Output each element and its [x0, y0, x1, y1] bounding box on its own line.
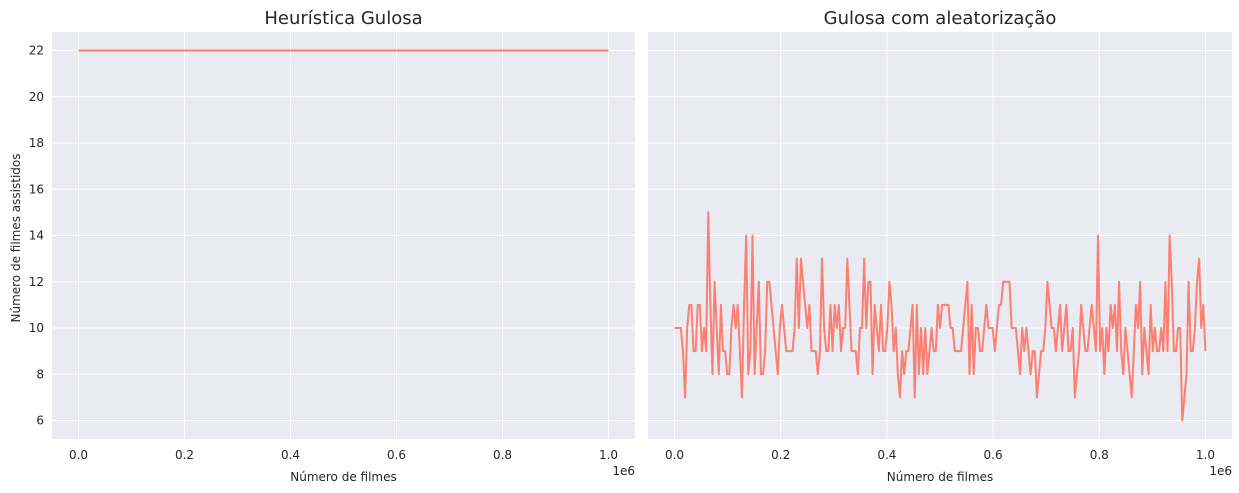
y-axis-label: Número de filmes assistidos [9, 153, 23, 322]
chart-title: Gulosa com aleatorização [824, 8, 1057, 29]
x-tick-label: 0.0 [665, 448, 684, 462]
y-tick-label: 10 [29, 321, 44, 335]
y-tick-label: 18 [29, 136, 44, 150]
series-lines [674, 211, 1207, 422]
x-tick-label: 0.4 [877, 448, 896, 462]
chart-heuristica-gulosa: 0.0 0.2 0.4 0.6 0.8 1.0 6 8 10 12 14 16 18 20 22 Heur… [29, 8, 635, 484]
y-tick-label: 20 [29, 90, 44, 104]
y-tick-label: 12 [29, 275, 44, 289]
y-tick-label: 8 [36, 367, 44, 381]
y-tick-label: 16 [29, 182, 44, 196]
x-tick-label: 0.2 [771, 448, 790, 462]
x-tick-label: 0.4 [281, 448, 300, 462]
x-tick-label: 1.0 [1196, 448, 1215, 462]
x-axis-label: Número de filmes [290, 470, 397, 484]
x-tick-label: 0.0 [69, 448, 88, 462]
x-tick-label: 0.6 [387, 448, 406, 462]
series-line [674, 211, 1207, 422]
x-tick-label: 1.0 [599, 448, 618, 462]
y-tick-label: 22 [29, 44, 44, 58]
x-tick-label: 0.6 [984, 448, 1003, 462]
x-tick-label: 0.8 [1090, 448, 1109, 462]
y-tick-label: 14 [29, 229, 44, 243]
x-tick-label: 0.2 [175, 448, 194, 462]
x-offset-label: 1e6 [612, 464, 635, 478]
x-tick-label: 0.8 [493, 448, 512, 462]
x-tick-labels: 0.0 0.2 0.4 0.6 0.8 1.0 [665, 448, 1215, 462]
x-offset-label: 1e6 [1209, 464, 1232, 478]
y-tick-labels: 6 8 10 12 14 16 18 20 22 [29, 44, 44, 428]
y-tick-label: 6 [36, 414, 44, 428]
chart-gulosa-com-aleatorizacao: 0.0 0.2 0.4 0.6 0.8 1.0 Gulosa com aleatoriza… [648, 8, 1232, 484]
chart-title: Heurística Gulosa [264, 8, 422, 29]
x-tick-labels: 0.0 0.2 0.4 0.6 0.8 1.0 [69, 448, 618, 462]
x-axis-label: Número de filmes [887, 470, 994, 484]
